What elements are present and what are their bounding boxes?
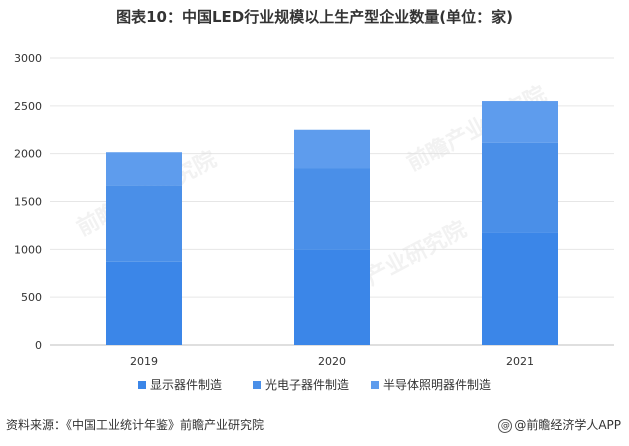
- bar-segment: [482, 232, 558, 345]
- legend-label: 显示器件制造: [150, 378, 222, 392]
- bar-segment: [294, 168, 370, 250]
- stacked-bar-chart: 前瞻产业研究院前瞻产业研究院前瞻产业研究院 050010001500200025…: [14, 52, 614, 392]
- y-tick-label: 0: [35, 339, 42, 352]
- legend-label: 光电子器件制造: [265, 378, 349, 392]
- bars: [106, 101, 558, 345]
- legend-swatch: [138, 381, 146, 389]
- footer: 资料来源：《中国工业统计年鉴》前瞻产业研究院 @ @前瞻经济学人APP: [0, 413, 629, 446]
- bar-segment: [482, 142, 558, 233]
- legend-label: 半导体照明器件制造: [383, 378, 491, 392]
- bar-segment: [106, 185, 182, 262]
- bar-segment: [106, 152, 182, 186]
- x-tick-label: 2020: [318, 355, 346, 368]
- chart-title: 图表10：中国LED行业规模以上生产型企业数量(单位：家): [116, 8, 513, 26]
- bar-segment: [106, 261, 182, 345]
- weibo-icon: @: [498, 418, 513, 433]
- source-note: 资料来源：《中国工业统计年鉴》前瞻产业研究院: [6, 418, 265, 432]
- y-tick-label: 1000: [14, 243, 42, 256]
- bar-segment: [482, 101, 558, 143]
- y-axis: 0 500 1000 1500 2000 2500 3000: [14, 52, 42, 352]
- y-tick-label: 2000: [14, 148, 42, 161]
- x-tick-label: 2021: [506, 355, 534, 368]
- y-tick-label: 2500: [14, 100, 42, 113]
- legend-swatch: [253, 381, 261, 389]
- legend: 显示器件制造 光电子器件制造 半导体照明器件制造: [138, 378, 491, 392]
- x-tick-label: 2019: [130, 355, 158, 368]
- legend-swatch: [371, 381, 379, 389]
- brand-text: @前瞻经济学人APP: [514, 418, 621, 432]
- brand-credit: @ @前瞻经济学人APP: [498, 416, 621, 433]
- y-tick-label: 3000: [14, 52, 42, 65]
- y-tick-label: 1500: [14, 196, 42, 209]
- x-axis: 2019 2020 2021: [130, 355, 534, 368]
- bar-segment: [294, 129, 370, 169]
- bar-segment: [294, 249, 370, 345]
- y-tick-label: 500: [21, 291, 42, 304]
